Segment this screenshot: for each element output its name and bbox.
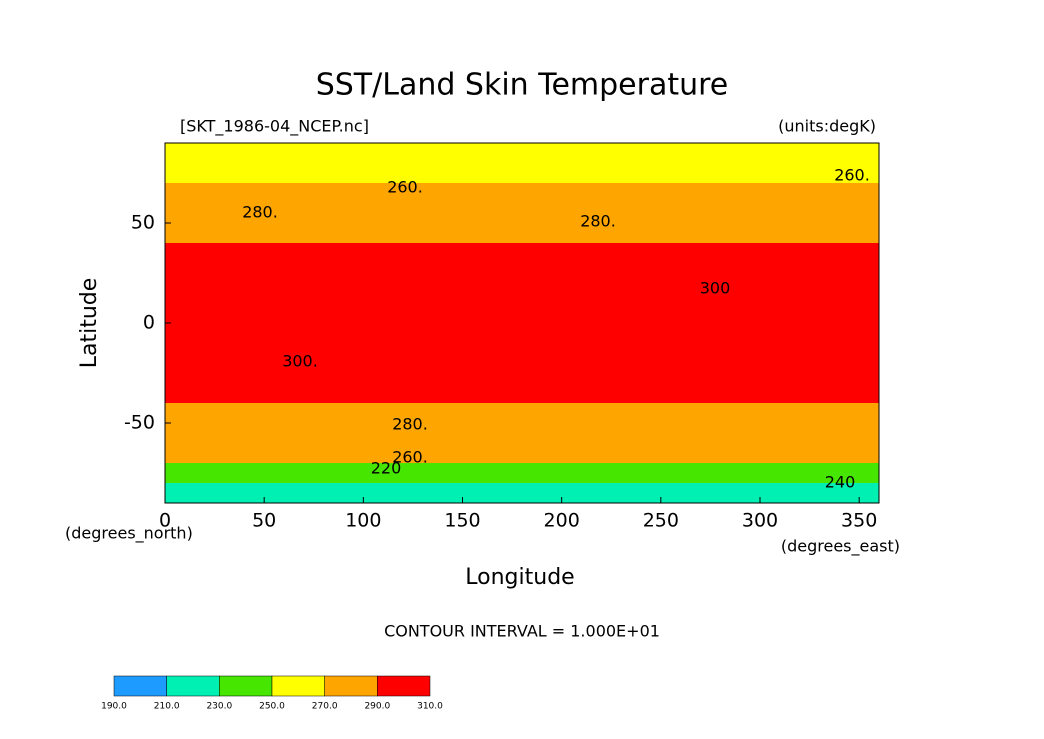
colorbar-box bbox=[324, 675, 378, 697]
colorbar-label: 290.0 bbox=[364, 702, 390, 712]
contour-label: 260. bbox=[392, 448, 428, 467]
contour-band bbox=[165, 343, 879, 364]
contour-band bbox=[165, 443, 879, 464]
colorbar-box bbox=[377, 675, 431, 697]
colorbar-label: 270.0 bbox=[312, 702, 338, 712]
x-tick-label: 300 bbox=[742, 510, 778, 532]
subtitle: [SKT_1986-04_NCEP.nc] bbox=[180, 117, 369, 137]
x-tick-label: 100 bbox=[345, 510, 381, 532]
colorbar-box bbox=[166, 675, 220, 697]
contour-band bbox=[165, 463, 879, 484]
colorbar-box bbox=[113, 675, 167, 697]
contour-band bbox=[165, 183, 879, 204]
colorbar-box bbox=[219, 675, 273, 697]
contour-band bbox=[165, 283, 879, 304]
contour-label: 300. bbox=[282, 352, 318, 371]
contour-label: 300 bbox=[700, 279, 731, 298]
contour-label: 280. bbox=[580, 212, 616, 231]
colorbar-label: 310.0 bbox=[417, 702, 443, 712]
contour-band bbox=[165, 423, 879, 444]
x-tick-label: 250 bbox=[643, 510, 679, 532]
contour-band bbox=[165, 263, 879, 284]
contour-band bbox=[165, 223, 879, 244]
colorbar-box bbox=[271, 675, 325, 697]
contour-band bbox=[165, 243, 879, 264]
x-axis-label: Longitude bbox=[465, 565, 574, 590]
contour-band bbox=[165, 363, 879, 384]
colorbar-label: 210.0 bbox=[154, 702, 180, 712]
contour-band bbox=[165, 383, 879, 404]
contour-band bbox=[165, 323, 879, 344]
contour-band bbox=[165, 483, 879, 504]
contour-label: 260. bbox=[387, 178, 423, 197]
chart-title: SST/Land Skin Temperature bbox=[316, 68, 729, 103]
footer: CONTOUR INTERVAL = 1.000E+01 bbox=[384, 622, 660, 641]
colorbar-label: 190.0 bbox=[101, 702, 127, 712]
contour-band bbox=[165, 143, 879, 164]
y-axis-label: Latitude bbox=[77, 278, 102, 369]
contour-label: 280. bbox=[392, 415, 428, 434]
units: (units:degK) bbox=[778, 117, 876, 136]
y-tick-label: 50 bbox=[131, 212, 155, 234]
colorbar-label: 250.0 bbox=[259, 702, 285, 712]
x-tick-label: 200 bbox=[544, 510, 580, 532]
x-tick-label: 50 bbox=[252, 510, 276, 532]
colorbar-label: 230.0 bbox=[206, 702, 232, 712]
x-tick-label: 150 bbox=[444, 510, 480, 532]
x-tick-label: 0 bbox=[159, 510, 171, 532]
contour-band bbox=[165, 303, 879, 324]
contour-band bbox=[165, 403, 879, 424]
contour-band bbox=[165, 163, 879, 184]
x-tick-label: 350 bbox=[841, 510, 877, 532]
y-units: (degrees_north) bbox=[65, 524, 193, 544]
x-units: (degrees_east) bbox=[781, 537, 900, 557]
y-tick-label: 0 bbox=[143, 312, 155, 334]
contour-label: 220 bbox=[371, 459, 402, 478]
contour-label: 240 bbox=[825, 473, 856, 492]
contour-band bbox=[165, 203, 879, 224]
contour-label: 260. bbox=[834, 166, 870, 185]
contour-label: 280. bbox=[242, 203, 278, 222]
y-tick-label: -50 bbox=[124, 412, 155, 434]
